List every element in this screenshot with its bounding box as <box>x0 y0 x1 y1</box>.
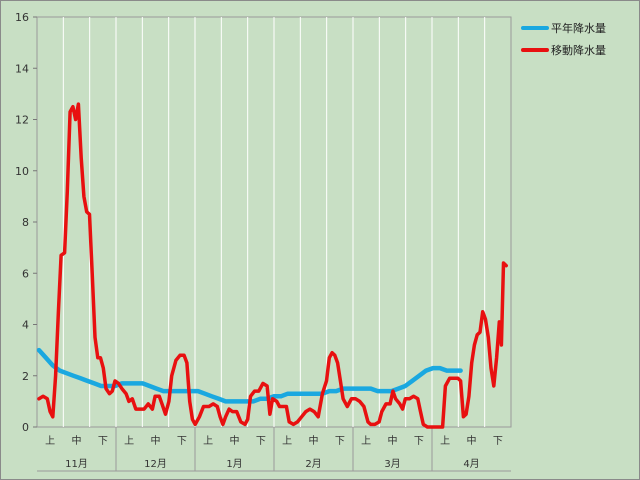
x-tick-label-period: 上 <box>124 435 134 447</box>
y-tick-label: 16 <box>15 11 29 24</box>
x-tick-label-period: 上 <box>361 435 371 447</box>
y-tick-label: 6 <box>22 267 29 280</box>
x-tick-label-period: 下 <box>177 436 187 447</box>
y-tick-label: 14 <box>15 62 29 75</box>
x-tick-label-period: 上 <box>45 435 55 447</box>
y-tick-label: 10 <box>15 165 29 178</box>
legend-label: 平年降水量 <box>551 21 606 35</box>
series-line-moving-precipitation <box>37 102 508 429</box>
x-tick-label-period: 上 <box>203 435 213 447</box>
x-tick-label-month: 11月 <box>65 458 88 470</box>
y-tick-label: 0 <box>22 421 29 434</box>
legend-label: 移動降水量 <box>551 43 606 57</box>
x-tick-label-period: 下 <box>98 436 108 447</box>
y-tick-label: 4 <box>22 319 29 332</box>
x-tick-label-month: 1月 <box>226 458 242 470</box>
x-tick-label-period: 上 <box>282 435 292 447</box>
x-tick-label-period: 下 <box>493 436 503 447</box>
x-tick-label-period: 下 <box>256 436 266 447</box>
x-tick-label-period: 中 <box>151 434 161 447</box>
y-tick-label: 12 <box>15 114 29 127</box>
x-tick-label-period: 中 <box>230 434 240 447</box>
x-tick-label-month: 3月 <box>384 458 400 470</box>
x-tick-label-month: 12月 <box>144 458 167 470</box>
y-tick-label: 8 <box>22 216 29 229</box>
x-tick-label-month: 4月 <box>463 458 479 470</box>
y-tick-label: 2 <box>22 370 29 383</box>
x-tick-label-period: 中 <box>309 434 319 447</box>
x-tick-label-period: 中 <box>467 434 477 447</box>
x-tick-label-period: 中 <box>388 434 398 447</box>
x-tick-label-period: 下 <box>335 436 345 447</box>
x-tick-label-period: 上 <box>440 435 450 447</box>
x-tick-label-month: 2月 <box>305 458 321 470</box>
x-tick-label-period: 下 <box>414 436 424 447</box>
x-tick-label-period: 中 <box>72 434 82 447</box>
